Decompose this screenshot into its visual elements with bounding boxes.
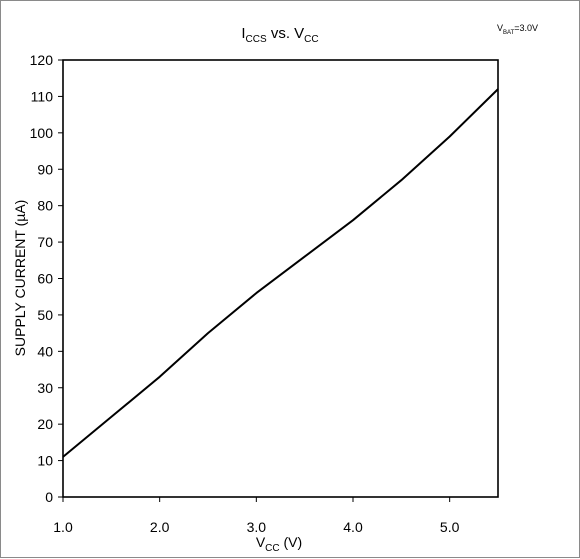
- y-tick-label: 110: [31, 88, 54, 104]
- y-tick-label: 90: [37, 161, 53, 177]
- x-axis-ticks: 1.0 2.0 3.0 4.0 5.0: [53, 497, 460, 535]
- y-tick-label: 30: [37, 380, 53, 396]
- y-tick-label: 100: [30, 125, 54, 141]
- y-tick-label: 10: [37, 453, 53, 469]
- y-tick-label: 40: [37, 343, 53, 359]
- x-tick-label: 4.0: [343, 519, 363, 535]
- supply-current-line: [62, 88, 499, 458]
- x-axis-label: VCC (V): [256, 534, 302, 554]
- y-tick-label: 120: [30, 52, 54, 68]
- vbat-annotation: VBAT=3.0V: [497, 23, 538, 36]
- y-axis-ticks: 0 10 20 30 40 50 60 70 80 90 100 110 120: [30, 52, 63, 505]
- y-tick-label: 80: [37, 198, 53, 214]
- chart-title: ICCS vs. VCC: [241, 25, 318, 45]
- x-tick-label: 1.0: [53, 519, 73, 535]
- y-tick-label: 60: [37, 271, 53, 287]
- x-tick-label: 2.0: [150, 519, 170, 535]
- y-tick-label: 20: [37, 416, 53, 432]
- plot-area-border: [62, 59, 499, 498]
- y-axis-label: SUPPLY CURRENT (µA): [12, 200, 28, 357]
- x-tick-label: 5.0: [440, 519, 460, 535]
- y-tick-label: 70: [37, 234, 53, 250]
- x-tick-label: 3.0: [247, 519, 267, 535]
- y-tick-label: 50: [37, 307, 53, 323]
- y-tick-label: 0: [45, 489, 53, 505]
